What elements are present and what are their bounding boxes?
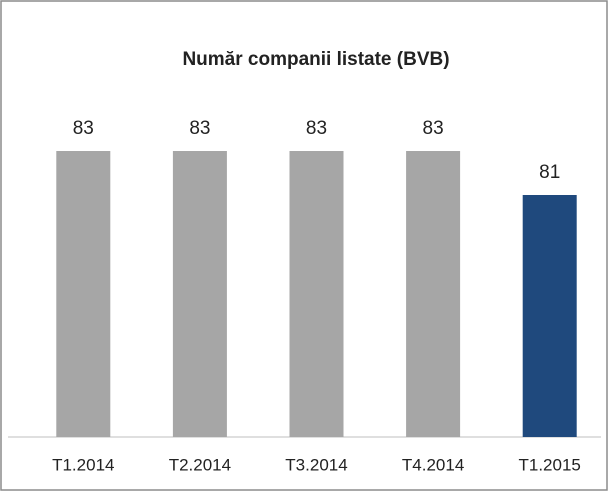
x-tick-label: T2.2014 — [169, 455, 231, 474]
bar — [172, 151, 227, 437]
bar — [289, 151, 344, 437]
x-tick-label: T1.2015 — [519, 455, 581, 474]
x-tick-label: T3.2014 — [285, 455, 347, 474]
value-label: 83 — [73, 118, 94, 139]
bar — [406, 151, 461, 437]
value-label: 83 — [306, 118, 327, 139]
bar — [522, 195, 577, 437]
value-label: 83 — [423, 118, 444, 139]
x-tick-label: T4.2014 — [402, 455, 464, 474]
value-label: 83 — [189, 118, 210, 139]
value-label: 81 — [539, 162, 560, 183]
chart-title: Număr companii listate (BVB) — [182, 49, 449, 70]
bar — [56, 151, 111, 437]
x-tick-label: T1.2014 — [52, 455, 114, 474]
